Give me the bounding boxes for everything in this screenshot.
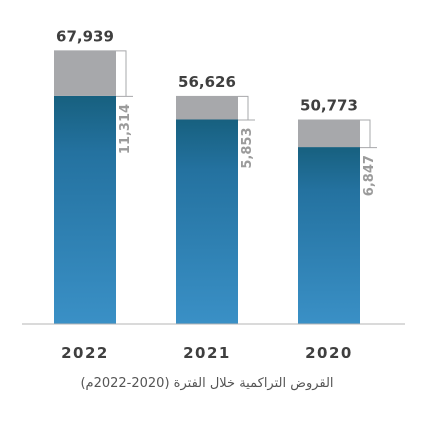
bars-layer xyxy=(54,50,360,324)
bar-2022-base xyxy=(54,95,116,324)
bar-2020-base xyxy=(298,147,360,324)
total-label-2020: 50,773 xyxy=(300,96,358,114)
year-label-2022: 2022 xyxy=(61,344,109,362)
bar-2021-increment xyxy=(176,95,238,120)
total-label-2021: 56,626 xyxy=(178,73,236,91)
labels-layer: 67,939 11,314 2022 56,626 5,853 2021 50,773 6,8… xyxy=(56,27,377,362)
chart-caption: القروض التراكمية خلال الفترة (2020-2022م… xyxy=(80,376,333,391)
bar-2022-increment xyxy=(54,50,116,96)
bar-2021-base xyxy=(176,119,238,324)
increment-label-2021: 5,853 xyxy=(240,127,255,168)
year-label-2021: 2021 xyxy=(183,344,231,362)
bracket-2022 xyxy=(116,50,133,97)
year-label-2020: 2020 xyxy=(305,344,353,362)
increment-label-2020: 6,847 xyxy=(362,155,377,196)
bracket-2021 xyxy=(238,95,255,121)
bracket-2020 xyxy=(360,119,377,149)
bar-2020-increment xyxy=(298,119,360,148)
increment-label-2022: 11,314 xyxy=(118,104,133,154)
total-label-2022: 67,939 xyxy=(56,27,114,45)
